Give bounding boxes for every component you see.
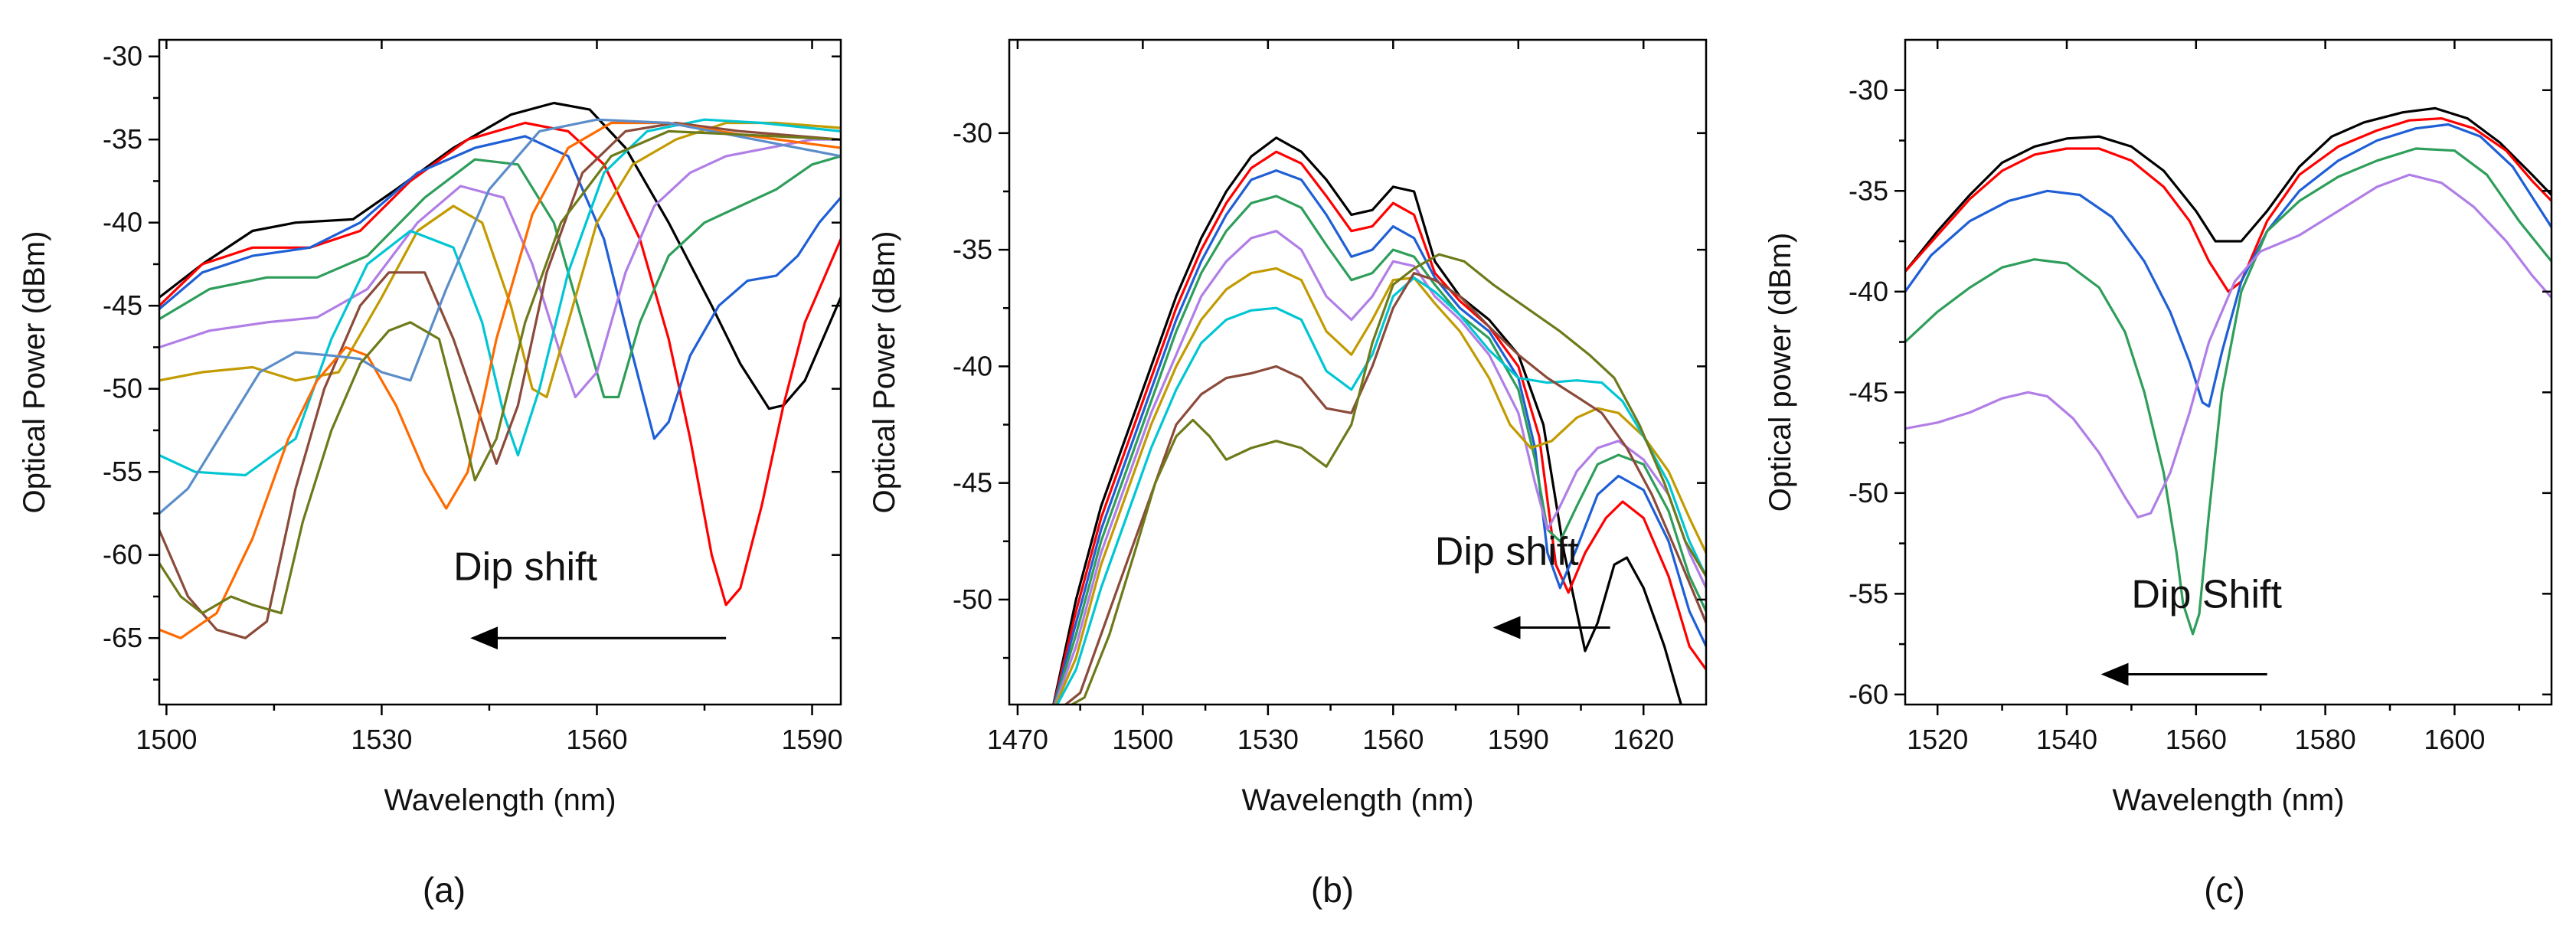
y-tick-label: -45 [103, 289, 142, 321]
y-axis-title: Optical Power (dBm) [868, 231, 901, 514]
series-line-red [1905, 117, 2551, 293]
dip-shift-label: Dip shift [453, 544, 597, 589]
y-tick-label: -30 [953, 117, 992, 149]
x-tick-label: 1580 [2295, 724, 2356, 755]
x-axis-title: Wavelength (nm) [2112, 783, 2344, 817]
series-line-steel-blue [159, 118, 841, 515]
series-line-orange [159, 121, 841, 639]
series-line-green [1905, 147, 2551, 636]
x-tick-label: 1530 [1237, 724, 1299, 755]
series-line-violet [159, 138, 841, 399]
series-line-brown [1063, 272, 1706, 705]
y-tick-label: -55 [1849, 577, 1888, 609]
series-line-violet [1905, 173, 2551, 518]
x-tick-label: 1500 [136, 724, 197, 755]
x-tick-label: 1470 [987, 724, 1048, 755]
y-tick-label: -50 [103, 373, 142, 404]
y-tick-label: -40 [953, 350, 992, 381]
series-line-red [159, 121, 841, 607]
x-axis-title: Wavelength (nm) [384, 783, 616, 817]
chart-panel-c: 1520 1540 1560 1580 1600 -30 -35 -40 -45 -50 -55 -6… [1764, 38, 2553, 910]
y-tick-label: -60 [103, 539, 142, 571]
series-line-cyan [1055, 276, 1706, 705]
y-tick-label: -35 [953, 234, 992, 265]
x-tick-label: 1500 [1112, 724, 1173, 755]
series-line-olive-yellow [159, 121, 841, 399]
dip-shift-label: Dip Shift [2131, 573, 2282, 617]
panel-label-b: (b) [1311, 870, 1354, 910]
series-line-violet [1054, 230, 1706, 705]
series-line-green [159, 155, 841, 399]
series-line-black [1905, 106, 2551, 273]
x-axis-title: Wavelength (nm) [1241, 783, 1473, 817]
x-tick-label: 1590 [1488, 724, 1549, 755]
chart-panel-a: 1500 1530 1560 1590 -30 -35 -40 -45 -50 -55 -60 -65… [18, 38, 843, 910]
y-tick-label: -60 [1849, 679, 1888, 710]
y-tick-label: -50 [953, 584, 992, 615]
y-tick-label: -30 [103, 41, 142, 72]
series-line-black [159, 101, 841, 410]
y-tick-label: -55 [103, 456, 142, 487]
series-line-black [1052, 136, 1682, 705]
plot-frame [1008, 38, 1708, 706]
y-axis-title: Optical power (dBm) [1764, 233, 1797, 512]
y-tick-label: -45 [1849, 376, 1888, 407]
x-tick-label: 1600 [2424, 724, 2485, 755]
y-tick-label: -30 [1849, 74, 1888, 106]
series-group [1905, 106, 2551, 636]
series-line-dark-olive [159, 129, 841, 615]
x-tick-label: 1560 [566, 724, 627, 755]
series-group [1052, 136, 1706, 705]
dip-shift-label: Dip shift [1435, 529, 1579, 574]
panel-label-a: (a) [423, 870, 466, 910]
series-line-green [1053, 195, 1706, 705]
series-line-olive-yellow [1054, 266, 1706, 705]
x-tick-label: 1590 [781, 724, 842, 755]
series-line-blue [1052, 169, 1706, 705]
x-tick-label: 1560 [1362, 724, 1424, 755]
plot-frame [158, 38, 842, 706]
series-line-dark-olive [1069, 253, 1706, 705]
y-axis-title: Optical Power (dBm) [18, 231, 51, 514]
series-line-blue [1905, 123, 2551, 408]
series-group [159, 101, 841, 639]
x-tick-label: 1560 [2166, 724, 2227, 755]
x-tick-label: 1520 [1907, 724, 1968, 755]
y-tick-label: -40 [1849, 276, 1888, 307]
chart-panel-b: 1470 1500 1530 1560 1590 1620 -30 -35 -40 -45 -50 W… [868, 38, 1708, 910]
y-tick-label: -35 [1849, 175, 1888, 206]
y-tick-label: -45 [953, 467, 992, 499]
x-tick-label: 1620 [1613, 724, 1674, 755]
x-tick-label: 1540 [2036, 724, 2097, 755]
series-line-red [1052, 150, 1706, 705]
y-tick-label: -35 [103, 123, 142, 155]
y-tick-label: -65 [103, 622, 142, 653]
y-tick-label: -40 [103, 207, 142, 238]
panel-label-c: (c) [2204, 870, 2245, 910]
plot-frame [1904, 38, 2553, 706]
x-tick-label: 1530 [351, 724, 412, 755]
y-tick-label: -50 [1849, 477, 1888, 508]
